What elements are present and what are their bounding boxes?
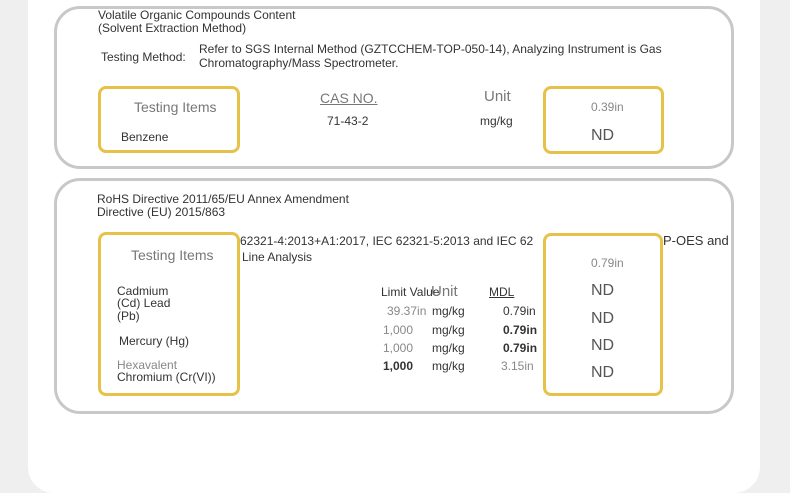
rohs-item-1-limit: 39.37in xyxy=(387,304,427,318)
voc-col-mdl: 0.39in xyxy=(591,100,624,114)
rohs-item-1-name2: (Cd) Lead xyxy=(117,296,171,310)
voc-col-testing-items: Testing Items xyxy=(134,99,217,115)
rohs-item-2-unit: mg/kg xyxy=(432,323,465,337)
voc-col-cas: CAS NO. xyxy=(320,90,378,106)
rohs-col-mdl-in: 0.79in xyxy=(591,256,624,270)
rohs-col-testing-items: Testing Items xyxy=(131,247,214,263)
rohs-method-right: P-OES and xyxy=(663,233,729,248)
rohs-title-line2: Directive (EU) 2015/863 xyxy=(97,205,226,219)
rohs-item-3-limit: 1,000 xyxy=(383,341,414,355)
voc-title-line1: Volatile Organic Compounds Content xyxy=(98,8,296,22)
rohs-title-line1: RoHS Directive 2011/65/EU Annex Amendmen… xyxy=(97,192,349,206)
voc-item-result: ND xyxy=(591,127,615,144)
rohs-method-mid: 62321-4:2013+A1:2017, IEC 62321-5:2013 a… xyxy=(240,234,534,248)
rohs-item-3-unit: mg/kg xyxy=(432,341,465,355)
voc-title-line2: (Solvent Extraction Method) xyxy=(98,21,247,35)
rohs-items-highlight xyxy=(98,232,240,396)
rohs-item-4-result: ND xyxy=(591,364,615,381)
rohs-item-2-mdl: 0.79in xyxy=(503,323,538,337)
voc-method-line1: Refer to SGS Internal Method (GZTCCHEM-T… xyxy=(199,42,662,56)
rohs-item-2-result: ND xyxy=(591,310,615,327)
rohs-item-3-name1: Hexavalent xyxy=(117,358,178,372)
rohs-item-3-mdl: 0.79in xyxy=(503,341,538,355)
rohs-item-1-unit: mg/kg xyxy=(432,304,465,318)
rohs-item-4-limit: 1,000 xyxy=(383,359,414,373)
voc-item-name: Benzene xyxy=(121,130,169,144)
voc-method-line2: Chromatography/Mass Spectrometer. xyxy=(199,56,399,70)
rohs-item-1-name1: Cadmium xyxy=(117,284,169,298)
voc-items-highlight xyxy=(98,86,240,153)
rohs-item-1-mdl: 0.79in xyxy=(503,304,536,318)
rohs-item-1-result: ND xyxy=(591,282,615,299)
rohs-item-3-name2: Chromium (Cr(VI)) xyxy=(117,370,216,384)
voc-method-label: Testing Method: xyxy=(101,50,186,64)
rohs-item-2-name1: Mercury (Hg) xyxy=(119,334,190,348)
rohs-col-limit: Limit Value xyxy=(381,285,440,299)
rohs-results-highlight xyxy=(543,233,663,396)
rohs-item-4-mdl: 3.15in xyxy=(501,359,534,373)
rohs-item-2-limit: 1,000 xyxy=(383,323,414,337)
rohs-col-unit: Unit xyxy=(431,283,458,300)
rohs-item-1-name3: (Pb) xyxy=(117,309,140,323)
voc-mdl-highlight xyxy=(543,86,664,154)
voc-item-unit: mg/kg xyxy=(480,114,513,128)
voc-item-cas: 71-43-2 xyxy=(327,114,369,128)
rohs-method-line2: Line Analysis xyxy=(242,250,313,264)
rohs-item-3-result: ND xyxy=(591,337,615,354)
voc-col-unit: Unit xyxy=(484,88,511,105)
rohs-col-mdl: MDL xyxy=(489,285,515,299)
rohs-item-4-unit: mg/kg xyxy=(432,359,465,373)
